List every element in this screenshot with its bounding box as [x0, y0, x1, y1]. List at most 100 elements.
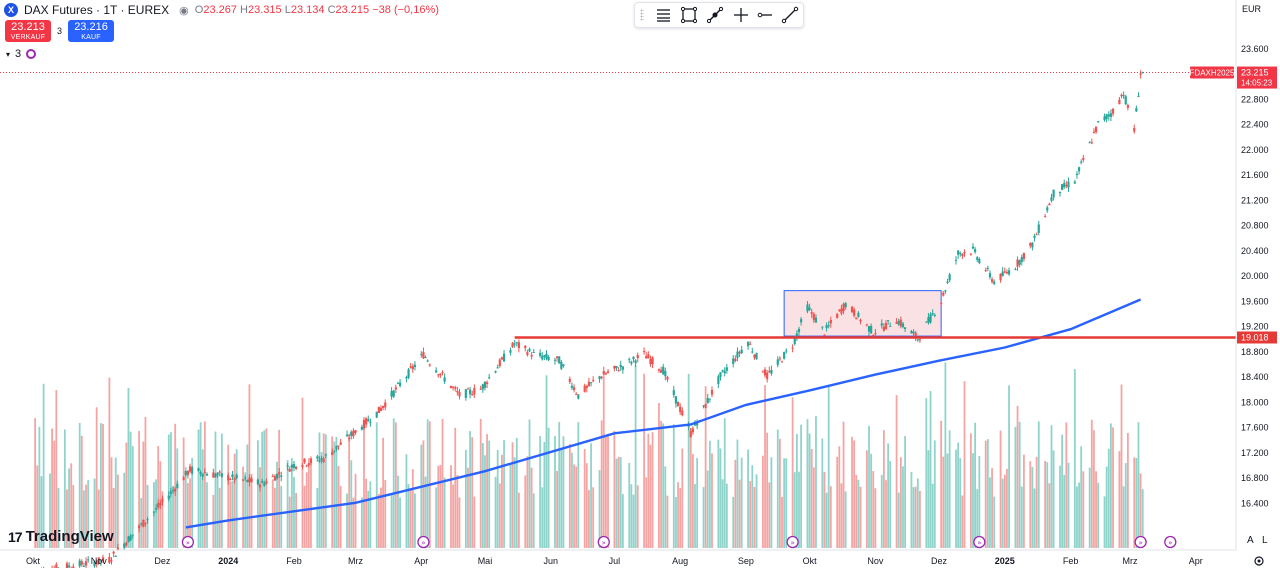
- volume-bar: [649, 444, 652, 548]
- candle-body: [1029, 242, 1032, 246]
- sell-button[interactable]: 23.213 VERKAUF: [5, 20, 51, 42]
- volume-bar: [882, 430, 885, 548]
- volume-bar: [829, 486, 832, 548]
- candle-body: [1139, 73, 1142, 75]
- volume-bar: [919, 490, 921, 548]
- candle-body: [746, 341, 750, 347]
- horizontal-line-icon[interactable]: [755, 5, 775, 25]
- volume-bar: [1107, 448, 1110, 548]
- crosshair-icon[interactable]: [731, 5, 751, 25]
- event-marker-icon[interactable]: [973, 535, 986, 549]
- volume-bar: [1037, 421, 1040, 548]
- candle-body: [280, 475, 283, 477]
- x-tick-label: Okt: [26, 556, 41, 566]
- volume-bar: [1137, 422, 1140, 548]
- event-marker-icon[interactable]: [417, 535, 430, 549]
- rectangle-icon[interactable]: [679, 5, 699, 25]
- symbol-tag-label: FDAXH2025: [1190, 69, 1235, 78]
- volume-bar: [286, 460, 289, 548]
- event-arrow-icon: »: [186, 539, 190, 547]
- volume-bar: [456, 474, 459, 548]
- candlestick-series: [40, 70, 1144, 568]
- volume-bar: [645, 477, 648, 548]
- volume-bar: [108, 377, 111, 548]
- candle-body: [696, 421, 699, 426]
- log-scale-button[interactable]: L: [1262, 535, 1268, 546]
- volume-bar: [929, 391, 932, 548]
- volume-bar: [694, 484, 696, 548]
- candle-body: [498, 359, 501, 366]
- candle-body: [396, 382, 400, 384]
- event-marker-icon[interactable]: [1134, 535, 1147, 549]
- event-marker-icon[interactable]: [597, 535, 610, 549]
- event-marker-icon[interactable]: [181, 535, 195, 549]
- candle-body: [1003, 271, 1006, 273]
- volume-bar: [651, 432, 654, 548]
- volume-bar: [348, 433, 351, 548]
- volume-bar: [696, 457, 699, 548]
- volume-bar: [762, 455, 764, 548]
- volume-bar: [182, 437, 185, 548]
- candle-body: [420, 354, 423, 356]
- volume-bar: [963, 381, 966, 548]
- eye-icon[interactable]: ◉: [179, 4, 189, 17]
- candle-body: [286, 465, 289, 467]
- event-marker-icon[interactable]: [1164, 535, 1177, 549]
- volume-bar: [97, 489, 100, 548]
- volume-bar: [666, 495, 669, 548]
- symbol-title[interactable]: DAX Futures · 1T · EUREX: [24, 3, 170, 17]
- volume-bar: [49, 473, 51, 548]
- event-marker-icon[interactable]: [786, 535, 799, 549]
- candle-body: [931, 313, 934, 315]
- candle-body: [621, 366, 624, 370]
- lines-icon[interactable]: [653, 5, 673, 25]
- candle-body: [1005, 272, 1009, 274]
- volume-bar: [1052, 450, 1055, 548]
- candle-body: [821, 326, 824, 328]
- volume-bar: [897, 492, 900, 548]
- candle-body: [903, 327, 907, 330]
- buy-button[interactable]: 23.216 KAUF: [68, 20, 115, 42]
- countdown-label: 14:05:23: [1241, 79, 1273, 88]
- volume-bar: [399, 497, 401, 548]
- volume-bar: [155, 479, 157, 548]
- candle-body: [636, 355, 639, 359]
- volume-bar: [1035, 456, 1038, 548]
- volume-bar: [810, 448, 813, 548]
- volume-bar: [560, 448, 563, 548]
- volume-bar: [931, 483, 934, 548]
- candle-body: [273, 476, 276, 481]
- candle-body: [689, 431, 692, 437]
- candle-body: [55, 564, 58, 568]
- volume-bar: [613, 430, 616, 548]
- candle-body: [1103, 116, 1106, 120]
- candle-body: [1065, 185, 1068, 187]
- volume-bar: [197, 429, 200, 548]
- candle-body: [944, 290, 947, 292]
- indicator-toggle[interactable]: ▾ 3: [6, 48, 37, 60]
- candle-body: [82, 565, 86, 567]
- volume-bar: [619, 457, 622, 548]
- brush-icon[interactable]: [705, 5, 725, 25]
- candle-body: [526, 352, 529, 356]
- volume-bar: [543, 441, 546, 548]
- volume-bar: [781, 496, 783, 548]
- chevron-down-icon[interactable]: ▾: [6, 49, 11, 59]
- candle-body: [78, 560, 81, 567]
- y-axis[interactable]: 23.60023.20022.80022.40022.00021.60021.2…: [1235, 0, 1269, 550]
- candle-body: [770, 369, 773, 374]
- y-tick-label: 20.400: [1241, 246, 1269, 256]
- candle-body: [1016, 259, 1019, 267]
- candle-body: [666, 376, 669, 380]
- drag-handle-icon[interactable]: [640, 9, 644, 21]
- volume-bar: [1093, 430, 1095, 548]
- trend-line-icon[interactable]: [780, 5, 800, 25]
- currency-label[interactable]: EUR: [1242, 4, 1262, 14]
- settings-gear-icon[interactable]: [1253, 555, 1265, 567]
- y-tick-label: 20.800: [1241, 221, 1269, 231]
- volume-bar: [821, 438, 824, 548]
- candle-body: [137, 525, 141, 529]
- candle-body: [825, 325, 828, 329]
- auto-scale-button[interactable]: A: [1247, 535, 1254, 546]
